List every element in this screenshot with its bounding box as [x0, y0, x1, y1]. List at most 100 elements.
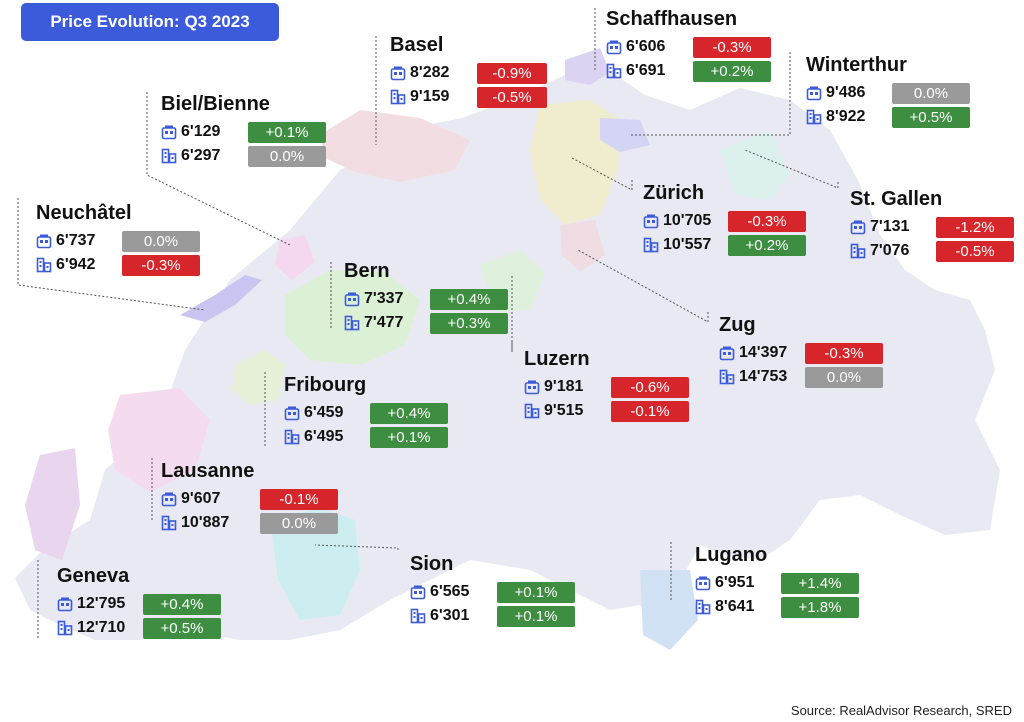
apartment-icon	[806, 86, 822, 101]
price-value: 9'607	[181, 490, 221, 507]
house-price-row: 14'753 0.0%	[719, 366, 883, 388]
building-icon	[36, 257, 52, 273]
price-change-badge: +0.4%	[430, 288, 508, 310]
price-change-badge: -0.5%	[477, 86, 547, 108]
price-change-badge: -0.3%	[122, 254, 200, 276]
leader-neuchatel	[17, 198, 206, 311]
region-neuchatel	[180, 275, 262, 322]
price-value: 8'922	[826, 108, 866, 125]
apartment-price-row: 14'397 -0.3%	[719, 342, 883, 364]
price-value: 6'565	[430, 583, 470, 600]
city-name: Geneva	[57, 565, 130, 587]
city-name: Winterthur	[806, 54, 907, 76]
price-change-badge: -0.3%	[805, 342, 883, 364]
apartment-icon	[36, 234, 52, 249]
price-value: 7'337	[364, 290, 404, 307]
price-change-badge: +1.4%	[781, 572, 859, 594]
house-price-row: 6'301 +0.1%	[410, 605, 575, 627]
city-label-fribourg: Fribourg 6'459 +0.4% 6'495 +0.1%	[284, 373, 448, 450]
price-value: 6'301	[430, 607, 470, 624]
price-change-badge: +0.5%	[143, 617, 221, 639]
region-basel	[320, 110, 470, 182]
chart-title: Price Evolution: Q3 2023	[21, 3, 279, 41]
apartment-icon	[850, 220, 866, 235]
region-zurich	[530, 100, 620, 225]
leader-stgallen	[744, 149, 839, 189]
city-name: Schaffhausen	[606, 8, 738, 30]
price-change-badge: +0.2%	[728, 234, 806, 256]
price-change-badge: +0.2%	[693, 60, 771, 82]
city-label-geneva: Geneva 12'795 +0.4% 12'710 +0.5%	[57, 564, 221, 641]
region-biel	[275, 235, 315, 280]
price-value: 6'495	[304, 428, 344, 445]
price-value: 6'459	[304, 404, 344, 421]
price-change-badge: -0.9%	[477, 62, 547, 84]
price-value: 9'515	[544, 402, 584, 419]
city-label-bern: Bern 7'337 +0.4% 7'477 +0.3%	[344, 259, 508, 336]
city-label-lausanne: Lausanne 9'607 -0.1% 10'887 0.0%	[161, 459, 338, 536]
building-icon	[284, 429, 300, 445]
region-schaffhausen	[565, 48, 610, 85]
apartment-price-row: 6'606 -0.3%	[606, 36, 771, 58]
city-label-neuchatel: Neuchâtel 6'737 0.0% 6'942 -0.3%	[36, 201, 200, 278]
apartment-icon	[344, 292, 360, 307]
leader-zurich	[571, 157, 633, 191]
price-change-badge: +0.1%	[497, 605, 575, 627]
house-price-row: 6'691 +0.2%	[606, 60, 771, 82]
house-price-row: 10'887 0.0%	[161, 512, 338, 534]
apartment-icon	[284, 406, 300, 421]
apartment-price-row: 9'607 -0.1%	[161, 488, 338, 510]
house-price-row: 12'710 +0.5%	[57, 617, 221, 639]
price-value: 10'887	[181, 514, 230, 531]
price-value: 9'486	[826, 84, 866, 101]
price-value: 6'737	[56, 232, 96, 249]
city-name: Zürich	[643, 182, 705, 204]
price-value: 12'795	[77, 595, 126, 612]
city-name: Biel/Bienne	[161, 93, 270, 115]
price-change-badge: +1.8%	[781, 596, 859, 618]
apartment-price-row: 6'459 +0.4%	[284, 402, 448, 424]
region-bern	[285, 270, 420, 365]
city-name: Neuchâtel	[36, 202, 132, 224]
price-value: 7'131	[870, 218, 910, 235]
building-icon	[161, 148, 177, 164]
region-geneva	[25, 448, 80, 560]
building-icon	[410, 608, 426, 624]
building-icon	[344, 315, 360, 331]
price-change-badge: -0.1%	[260, 488, 338, 510]
apartment-price-row: 9'486 0.0%	[806, 82, 970, 104]
house-price-row: 6'297 0.0%	[161, 145, 326, 167]
apartment-price-row: 8'282 -0.9%	[390, 62, 547, 84]
city-label-schaffhausen: Schaffhausen 6'606 -0.3% 6'691 +0.2%	[606, 7, 771, 84]
region-fribourg	[232, 350, 285, 405]
building-icon	[57, 620, 73, 636]
house-price-row: 8'641 +1.8%	[695, 596, 859, 618]
apartment-price-row: 6'129 +0.1%	[161, 121, 326, 143]
price-value: 10'557	[663, 236, 712, 253]
city-label-lugano: Lugano 6'951 +1.4% 8'641 +1.8%	[695, 543, 859, 620]
apartment-price-row: 6'951 +1.4%	[695, 572, 859, 594]
leader-sion	[314, 544, 399, 550]
city-name: Fribourg	[284, 374, 367, 396]
city-name: Luzern	[524, 348, 590, 370]
price-change-badge: 0.0%	[260, 512, 338, 534]
price-value: 6'297	[181, 147, 221, 164]
price-value: 14'397	[739, 344, 788, 361]
house-price-row: 8'922 +0.5%	[806, 106, 970, 128]
leader-zug	[577, 249, 709, 323]
building-icon	[606, 63, 622, 79]
city-name: Lausanne	[161, 460, 255, 482]
price-change-badge: -0.3%	[728, 210, 806, 232]
city-label-winterthur: Winterthur 9'486 0.0% 8'922 +0.5%	[806, 53, 970, 130]
city-label-biel: Biel/Bienne 6'129 +0.1% 6'297 0.0%	[161, 92, 326, 169]
apartment-icon	[643, 214, 659, 229]
price-change-badge: 0.0%	[805, 366, 883, 388]
region-stgallen	[720, 130, 790, 200]
house-price-row: 6'495 +0.1%	[284, 426, 448, 448]
building-icon	[806, 109, 822, 125]
price-value: 8'282	[410, 64, 450, 81]
city-label-sion: Sion 6'565 +0.1% 6'301 +0.1%	[410, 552, 575, 629]
house-price-row: 9'515 -0.1%	[524, 400, 689, 422]
price-change-badge: +0.5%	[892, 106, 970, 128]
house-price-row: 6'942 -0.3%	[36, 254, 200, 276]
